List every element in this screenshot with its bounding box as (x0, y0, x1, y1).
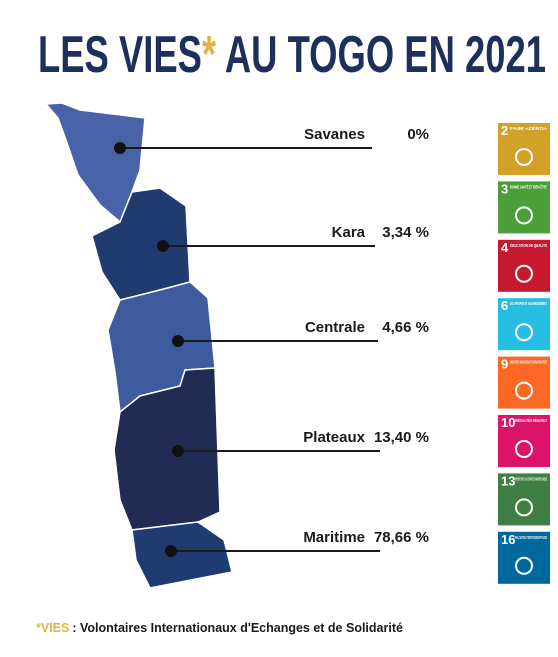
region-name: Centrale (305, 319, 365, 336)
sdg-label: INDUSTRIE, INNOVATION ET INFRASTRUCTURE (510, 360, 547, 365)
sdg-number: 10 (501, 415, 515, 430)
region-name: Plateaux (303, 429, 365, 446)
sdg-symbol (515, 264, 533, 283)
sdg-number: 4 (501, 240, 509, 255)
region-name: Savanes (304, 126, 365, 143)
region-dot (172, 445, 184, 457)
sdg-label-text: INÉGALITÉS RÉDUITES (515, 418, 547, 423)
footnote-term: *VIES (36, 621, 69, 635)
title-part: LES VIES (38, 26, 202, 84)
region-dot (165, 545, 177, 557)
sdg-number: 6 (501, 298, 508, 313)
sdg-symbol (515, 556, 533, 575)
region-value: 0% (407, 126, 429, 143)
sdg-label: INÉGALITÉS RÉDUITES (515, 418, 547, 423)
sdg-label-text: MESURES RELATIVES À LA LUTTE CONTRE LES … (515, 476, 547, 481)
region-value: 4,66 % (382, 319, 429, 336)
region-dot (114, 142, 126, 154)
sdg-label: ÉDUCATION DE QUALITÉ (510, 243, 547, 248)
sdg-number: 13 (501, 473, 515, 488)
region-dot (172, 335, 184, 347)
region-value: 3,34 % (382, 224, 429, 241)
sdg-label: MESURES RELATIVES À LA LUTTE CONTRE LES … (515, 476, 547, 481)
sdg-number: 2 (501, 123, 508, 138)
sdg-number: 9 (501, 357, 508, 372)
sdg-label-text: FAIM «ZÉRO» (510, 126, 548, 131)
region-plateaux (113, 367, 221, 531)
region-value: 13,40 % (374, 429, 429, 446)
sdg-label-text: EAU PROPRE ET ASSAINISSEMENT (510, 301, 547, 306)
region-value: 78,66 % (374, 529, 429, 546)
region-name: Maritime (303, 529, 365, 546)
region-maritime (131, 521, 233, 589)
sdg-label-text: BONNE SANTÉ ET BIEN-ÊTRE (510, 184, 547, 189)
sdg-symbol (515, 381, 533, 400)
sdg-label: EAU PROPRE ET ASSAINISSEMENT (510, 301, 547, 306)
sdg-symbol (515, 206, 533, 225)
region-name: Kara (332, 224, 366, 241)
sdg-number: 16 (501, 532, 515, 547)
title-asterisk: * (202, 26, 217, 84)
map (44, 102, 233, 589)
sdg-label-text: PAIX, JUSTICE ET INSTITUTIONS EFFICACES (515, 535, 547, 540)
sdg-symbol (515, 323, 533, 342)
sdg-label-text: ÉDUCATION DE QUALITÉ (510, 243, 547, 248)
sdg-symbol (515, 440, 533, 458)
title-part: AU TOGO EN 2021 (216, 26, 546, 84)
sdg-symbol (515, 148, 533, 166)
region-dot (157, 240, 169, 252)
footnote-text: : Volontaires Internationaux d'Echanges … (72, 621, 403, 635)
sdg-symbol (515, 498, 533, 517)
sdg-number: 3 (501, 181, 508, 196)
sdg-label: PAIX, JUSTICE ET INSTITUTIONS EFFICACES (515, 535, 547, 540)
sdg-label: BONNE SANTÉ ET BIEN-ÊTRE (510, 184, 547, 189)
sdg-label-text: INDUSTRIE, INNOVATION ET INFRASTRUCTURE (510, 360, 547, 365)
sdg-label: FAIM «ZÉRO» (510, 126, 548, 131)
title: LES VIES* AU TOGO EN 2021 (38, 26, 546, 84)
footnote: *VIES: Volontaires Internationaux d'Echa… (36, 621, 403, 635)
